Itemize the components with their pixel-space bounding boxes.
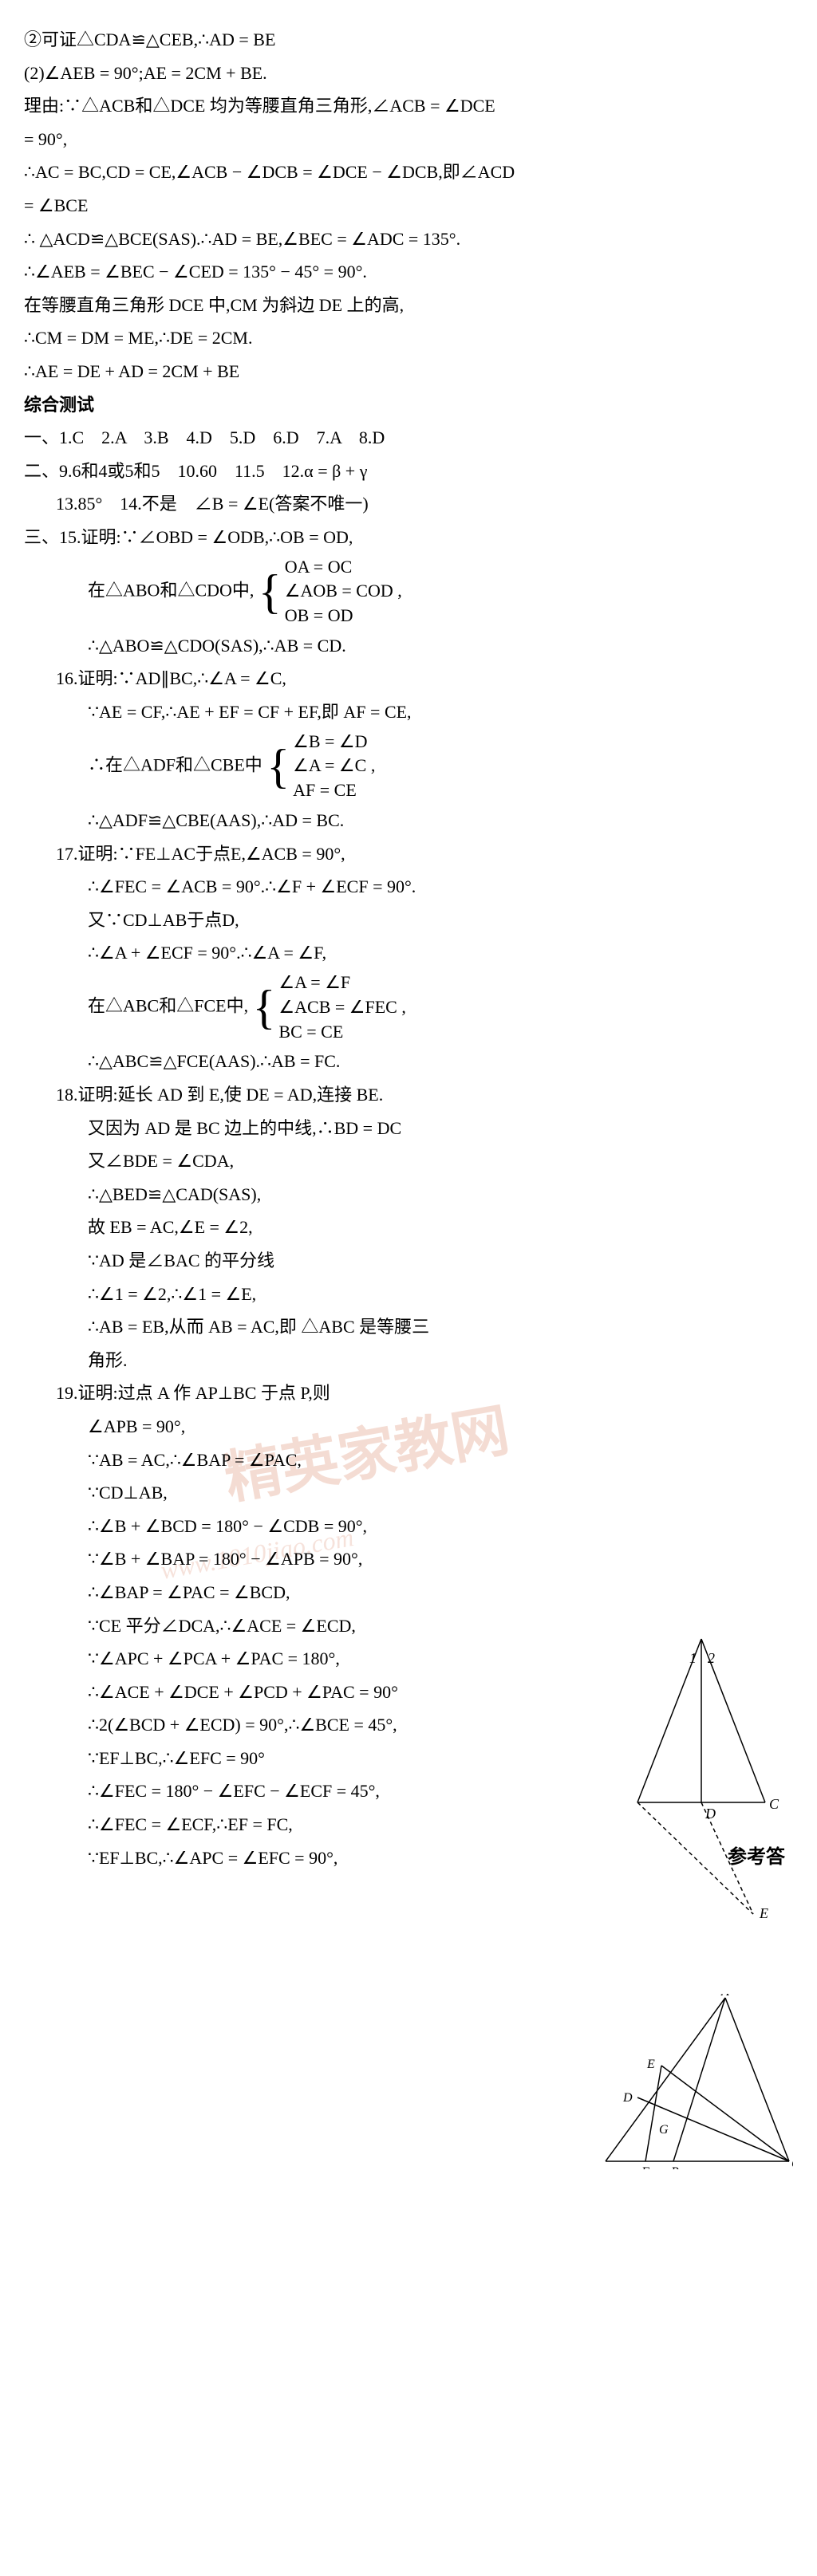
svg-text:A: A: [720, 1994, 729, 1999]
intro-line-5: ∴AC = BC,CD = CE,∠ACB − ∠DCB = ∠DCE − ∠D…: [24, 156, 801, 188]
problem-19-line-14: ∴∠FEC = ∠ECF,∴EF = FC,: [24, 1809, 614, 1841]
problem-19-line-9: ∵∠APC + ∠PCA + ∠PAC = 180°,: [24, 1643, 614, 1675]
problem-16-s1: ∠B = ∠D: [293, 730, 375, 754]
problem-18-line-6: ∵AD 是∠BAC 的平分线: [24, 1245, 614, 1277]
part2-line-1: 二、9.6和4或5和5 10.60 11.5 12.α = β + γ: [24, 455, 801, 487]
svg-text:D: D: [622, 2091, 633, 2105]
problem-18-line-2: 又因为 AD 是 BC 边上的中线,∴BD = DC: [24, 1113, 614, 1144]
svg-text:F: F: [641, 2165, 649, 2169]
problem-17-line-3: 又∵CD⊥AB于点D,: [24, 904, 801, 936]
problem-18-line-4: ∴△BED≌△CAD(SAS),: [24, 1179, 614, 1211]
problem-16-pre: ∴在△ADF和△CBE中: [88, 754, 262, 774]
problem-17-line-2: ∴∠FEC = ∠ACB = 90°.∴∠F + ∠ECF = 90°.: [24, 871, 801, 903]
svg-text:E: E: [646, 2058, 655, 2071]
part1-answers: 一、1.C 2.A 3.B 4.D 5.D 6.D 7.A 8.D: [24, 422, 801, 454]
brace-icon: {: [259, 555, 282, 628]
problem-16-s3: AF = CE: [293, 778, 375, 803]
brace-icon: {: [266, 730, 290, 803]
problem-18-line-7: ∴∠1 = ∠2,∴∠1 = ∠E,: [24, 1278, 614, 1310]
section-title: 综合测试: [24, 389, 801, 421]
problem-17-s1: ∠A = ∠F: [278, 971, 405, 995]
problem-15-s1: OA = OC: [285, 555, 402, 580]
problem-19-line-13: ∴∠FEC = 180° − ∠EFC − ∠ECF = 45°,: [24, 1775, 614, 1807]
svg-text:C: C: [791, 2157, 793, 2169]
problem-17-line-4: ∴∠A + ∠ECF = 90°.∴∠A = ∠F,: [24, 937, 801, 969]
intro-line-10: ∴CM = DM = ME,∴DE = 2CM.: [24, 322, 801, 354]
problem-18-line-5: 故 EB = AC,∠E = ∠2,: [24, 1211, 614, 1243]
problem-19-line-3: ∵AB = AC,∴∠BAP = ∠PAC,: [24, 1444, 614, 1476]
problem-15-s3: OB = OD: [285, 604, 402, 628]
diagram-problem-18: ABCDE12: [633, 1635, 793, 1922]
problem-16-s2: ∠A = ∠C ,: [293, 754, 375, 778]
intro-line-4: = 90°,: [24, 124, 801, 156]
intro-line-3: 理由:∵△ACB和△DCE 均为等腰直角三角形,∠ACB = ∠DCE: [24, 90, 801, 122]
svg-text:P: P: [670, 2165, 679, 2169]
problem-19-line-2: ∠APB = 90°,: [24, 1411, 614, 1443]
problem-17-s2: ∠ACB = ∠FEC ,: [278, 995, 405, 1020]
problem-16-line-2: ∵AE = CF,∴AE + EF = CF + EF,即 AF = CE,: [24, 696, 801, 728]
problem-15-header: 三、15.证明:∵∠OBD = ∠ODB,∴OB = OD,: [24, 522, 801, 553]
problem-19-line-12: ∵EF⊥BC,∴∠EFC = 90°: [24, 1743, 614, 1774]
intro-line-9: 在等腰直角三角形 DCE 中,CM 为斜边 DE 上的高,: [24, 290, 801, 321]
problem-15-system: 在△ABO和△CDO中, { OA = OC ∠AOB = COD , OB =…: [24, 555, 801, 628]
problem-16-line-1: 16.证明:∵AD∥BC,∴∠A = ∠C,: [24, 663, 801, 695]
problem-18-line-1: 18.证明:延长 AD 到 E,使 DE = AD,连接 BE.: [24, 1079, 614, 1111]
problem-19-line-6: ∵∠B + ∠BAP = 180° − ∠APB = 90°,: [24, 1543, 614, 1575]
problem-19-line-5: ∴∠B + ∠BCD = 180° − ∠CDB = 90°,: [24, 1511, 614, 1542]
problem-16-system: ∴在△ADF和△CBE中 { ∠B = ∠D ∠A = ∠C , AF = CE: [24, 730, 801, 803]
problem-17-line-1: 17.证明:∵FE⊥AC于点E,∠ACB = 90°,: [24, 838, 801, 870]
intro-line-2: (2)∠AEB = 90°;AE = 2CM + BE.: [24, 57, 801, 89]
problem-15-conclusion: ∴△ABO≌△CDO(SAS),∴AB = CD.: [24, 630, 801, 662]
problem-15-pre: 在△ABO和△CDO中,: [88, 580, 254, 600]
part2-line-2: 13.85° 14.不是 ∠B = ∠E(答案不唯一): [24, 488, 801, 520]
intro-line-6: = ∠BCE: [24, 190, 801, 222]
problem-17-s3: BC = CE: [278, 1020, 405, 1045]
problem-17-conclusion: ∴△ABC≌△FCE(AAS).∴AB = FC.: [24, 1046, 801, 1077]
intro-line-11: ∴AE = DE + AD = 2CM + BE: [24, 356, 801, 388]
intro-line-7: ∴ △ACD≌△BCE(SAS).∴AD = BE,∠BEC = ∠ADC = …: [24, 223, 801, 255]
problem-18-line-3: 又∠BDE = ∠CDA,: [24, 1145, 614, 1177]
brace-icon: {: [253, 971, 276, 1044]
svg-text:2: 2: [708, 1650, 715, 1666]
problem-17-system: 在△ABC和△FCE中, { ∠A = ∠F ∠ACB = ∠FEC , BC …: [24, 971, 801, 1044]
intro-line-1: ②可证△CDA≌△CEB,∴AD = BE: [24, 24, 801, 56]
problem-19-line-15: ∵EF⊥BC,∴∠APC = ∠EFC = 90°,: [24, 1842, 614, 1874]
problem-18-line-8: ∴AB = EB,从而 AB = AC,即 △ABC 是等腰三: [24, 1311, 614, 1343]
intro-line-8: ∴∠AEB = ∠BEC − ∠CED = 135° − 45° = 90°.: [24, 256, 801, 288]
svg-text:A: A: [697, 1635, 707, 1638]
svg-text:G: G: [659, 2123, 669, 2137]
problem-19-line-10: ∴∠ACE + ∠DCE + ∠PCD + ∠PAC = 90°: [24, 1676, 614, 1708]
problem-19-line-7: ∴∠BAP = ∠PAC = ∠BCD,: [24, 1577, 614, 1609]
problem-19-line-11: ∴2(∠BCD + ∠ECD) = 90°,∴∠BCE = 45°,: [24, 1709, 614, 1741]
page-footer: 参考答: [728, 1841, 785, 1875]
problem-19-line-4: ∵CD⊥AB,: [24, 1477, 614, 1509]
problem-17-pre: 在△ABC和△FCE中,: [88, 995, 248, 1015]
diagram-problem-19: ABCDEFPG: [602, 1994, 793, 2169]
svg-text:D: D: [705, 1806, 716, 1822]
problem-15-s2: ∠AOB = COD ,: [285, 579, 402, 604]
svg-text:1: 1: [689, 1650, 697, 1666]
svg-text:C: C: [769, 1796, 780, 1812]
problem-18-line-9: 角形.: [24, 1345, 614, 1377]
problem-16-conclusion: ∴△ADF≌△CBE(AAS),∴AD = BC.: [24, 805, 801, 837]
svg-text:E: E: [759, 1905, 768, 1921]
problem-19-line-1: 19.证明:过点 A 作 AP⊥BC 于点 P,则: [24, 1377, 614, 1409]
problem-19-line-8: ∵CE 平分∠DCA,∴∠ACE = ∠ECD,: [24, 1610, 614, 1642]
